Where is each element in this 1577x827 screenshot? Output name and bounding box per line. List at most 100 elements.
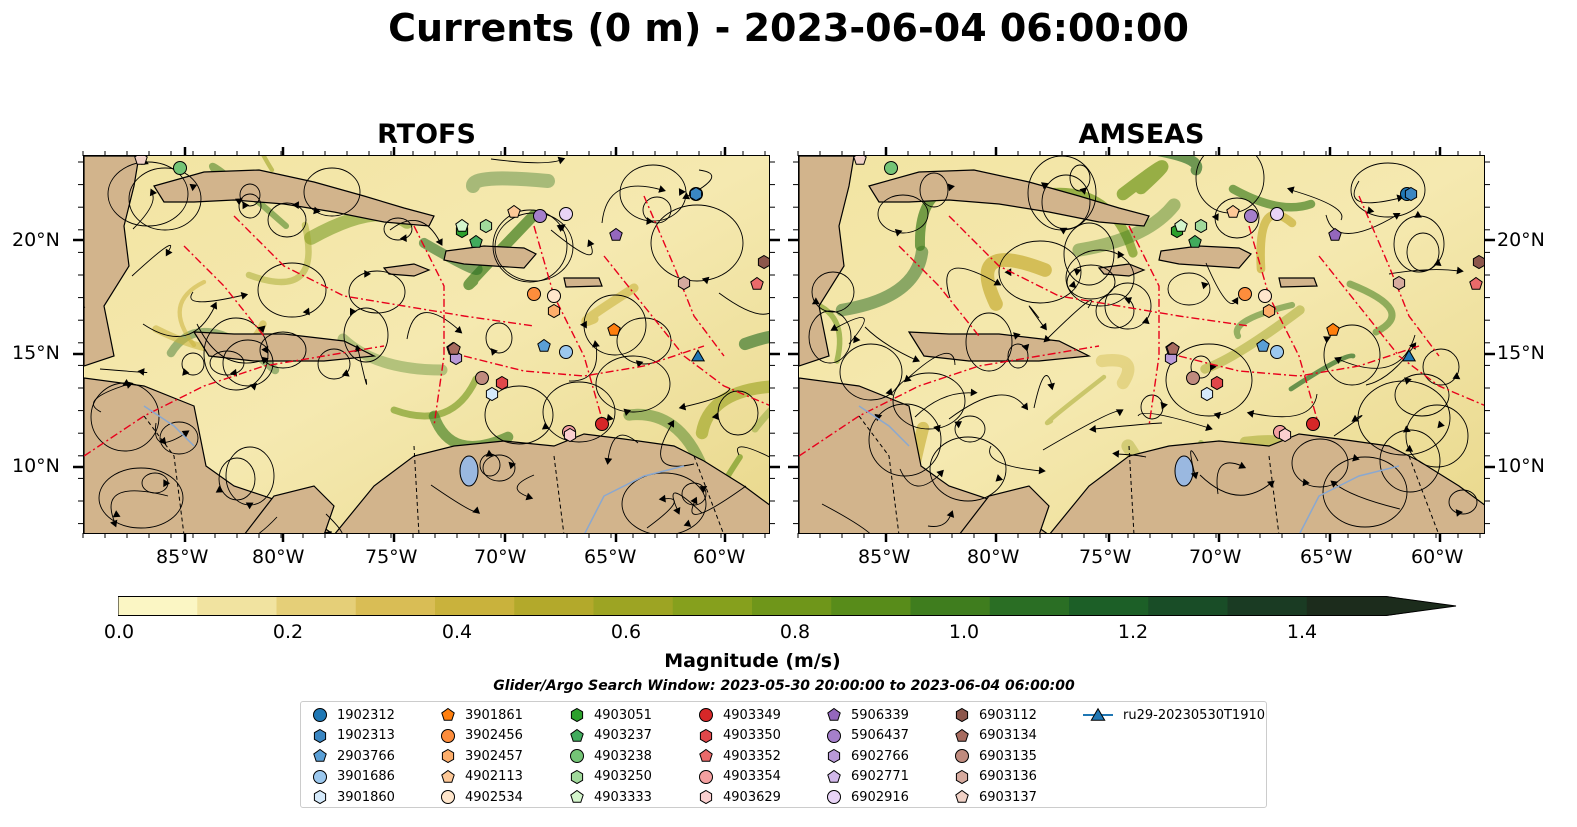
legend-marker: [570, 707, 584, 723]
legend-item-3902457: 3902457: [439, 746, 523, 766]
marker-4903352: [1469, 276, 1483, 290]
legend-item-4903349: 4903349: [697, 705, 781, 725]
legend-item-ru29-20230530T1910: ru29-20230530T1910: [1081, 705, 1265, 725]
legend-label: 6903136: [979, 769, 1037, 784]
marker-1902313: [689, 186, 703, 202]
legend-label: 4903354: [723, 769, 781, 784]
marker-3901686: [559, 345, 573, 359]
legend-marker: [313, 789, 327, 805]
circle-icon: [313, 769, 327, 784]
legend-item-4903629: 4903629: [697, 787, 781, 807]
lon-label-65w-left: 65°W: [584, 546, 637, 568]
legend-marker: [827, 769, 841, 783]
pentagon-icon: [955, 789, 969, 803]
legend-label: 6902771: [851, 769, 909, 784]
marker-3902457: [547, 303, 561, 319]
marker-4902113: [1226, 204, 1240, 218]
legend-label: 4903237: [594, 728, 652, 743]
legend-item-6903137: 6903137: [953, 787, 1037, 807]
lon-label-65w-right: 65°W: [1300, 546, 1353, 568]
legend-item-3901861: 3901861: [439, 705, 523, 725]
lake-maracaibo: [1174, 455, 1194, 487]
marker-4903333: [1174, 218, 1188, 232]
legend-item-3901686: 3901686: [311, 767, 395, 787]
lon-label-80w-left: 80°W: [252, 546, 305, 568]
circle-icon: [827, 728, 841, 743]
colorbar-label: Magnitude (m/s): [664, 650, 841, 672]
legend-item-3902456: 3902456: [439, 726, 523, 746]
marker-ru29-20230530T1910: [690, 349, 706, 362]
pentagon-icon: [441, 769, 455, 783]
marker-3901860: [485, 386, 499, 402]
legend-label: 3901860: [337, 789, 395, 805]
lon-label-70w-right: 70°W: [1189, 546, 1242, 568]
marker-6903136: [1392, 275, 1406, 291]
legend-label: 4903352: [723, 748, 781, 764]
colorbar-gradient: [117, 596, 1457, 616]
rivers: [858, 405, 1400, 533]
map-canvas: [84, 156, 769, 533]
legend-label: 6903112: [979, 707, 1037, 723]
streamlines: [84, 156, 769, 533]
legend-label: 6902766: [851, 748, 909, 764]
legend-item-4903250: 4903250: [568, 767, 652, 787]
lon-label-80w-right: 80°W: [967, 546, 1020, 568]
legend-label: 3901686: [337, 769, 395, 784]
legend-item-6902916: 6902916: [825, 787, 909, 807]
legend-marker: [570, 749, 584, 763]
lon-label-85w-right: 85°W: [858, 546, 911, 568]
marker-5906339: [1328, 227, 1342, 241]
colorbar: [117, 596, 1458, 616]
legend-label: 5906437: [851, 728, 909, 743]
legend-marker: [313, 748, 327, 762]
float-markers: [853, 156, 1484, 443]
legend-label: 6903137: [979, 789, 1037, 805]
marker-4903237: [1188, 234, 1202, 248]
rivers: [143, 405, 685, 533]
eez-boundaries: [84, 195, 769, 457]
legend-marker: [827, 748, 841, 764]
hexagon-icon: [955, 769, 969, 784]
legend-item-3901860: 3901860: [311, 787, 395, 807]
pentagon-icon: [570, 789, 584, 803]
marker-3901860: [1200, 386, 1214, 402]
marker-4903250: [1194, 218, 1208, 234]
legend-marker: [570, 789, 584, 803]
legend-item-4903051: 4903051: [568, 705, 652, 725]
marker-6903134: [1166, 341, 1180, 355]
legend-item-5906437: 5906437: [825, 726, 909, 746]
lon-label-60w-left: 60°W: [693, 546, 746, 568]
amseas-map: [798, 155, 1485, 534]
marker-6903112: [1472, 254, 1484, 270]
lon-label-85w-left: 85°W: [156, 546, 209, 568]
marker-4903238: [173, 161, 187, 175]
hexagon-icon: [570, 769, 584, 784]
pentagon-icon: [313, 748, 327, 762]
land: [799, 156, 1484, 533]
lat-label-15n-left: 15°N: [12, 342, 60, 364]
legend-label: 3902456: [465, 728, 523, 743]
lon-label-70w-left: 70°W: [474, 546, 527, 568]
legend-label: 4902113: [465, 769, 523, 784]
circle-icon: [570, 749, 584, 763]
legend-label: 4902534: [465, 789, 523, 805]
legend-item-2903766: 2903766: [311, 746, 395, 766]
triangle-icon: [1083, 707, 1113, 721]
colorbar-tick-5: 1.0: [948, 621, 980, 643]
legend-item-6902771: 6902771: [825, 767, 909, 787]
hexagon-icon: [699, 789, 713, 805]
legend-item-6903136: 6903136: [953, 767, 1037, 787]
marker-6902916: [559, 207, 573, 221]
marker-3902456: [1238, 287, 1252, 301]
legend-marker: [313, 769, 327, 784]
legend: 1902312 1902313 2903766 3901686 3901860 39018…: [300, 701, 1267, 808]
colorbar-tick-4: 0.8: [779, 621, 811, 643]
circle-icon: [441, 790, 455, 804]
legend-item-6903135: 6903135: [953, 746, 1037, 766]
legend-marker: [827, 728, 841, 743]
streamlines: [808, 156, 1478, 533]
legend-marker: [699, 769, 713, 784]
legend-marker: [827, 707, 841, 721]
circle-icon: [955, 749, 969, 763]
legend-marker: [441, 769, 455, 783]
